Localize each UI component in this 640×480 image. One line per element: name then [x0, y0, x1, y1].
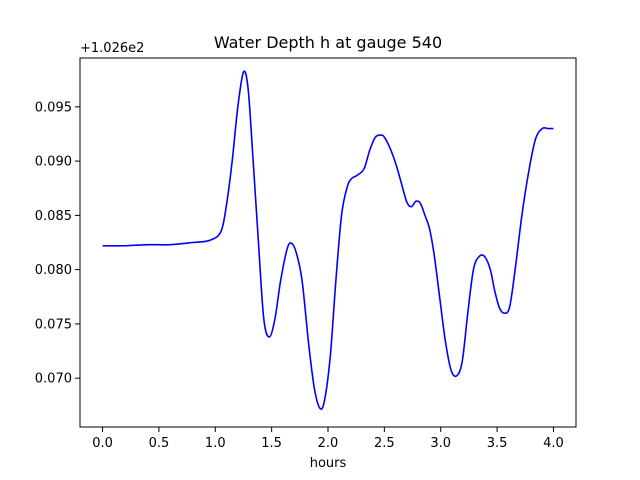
x-axis-label: hours — [310, 456, 347, 471]
x-tick-label: 0.0 — [92, 436, 113, 451]
x-axis: 0.0 0.5 1.0 1.5 2.0 2.5 3.0 3.5 4.0 — [92, 427, 564, 451]
y-tick-label: 0.090 — [35, 155, 72, 170]
x-tick-label: 2.5 — [374, 436, 395, 451]
chart-title: Water Depth h at gauge 540 — [214, 33, 442, 52]
y-tick-label: 0.075 — [35, 317, 72, 332]
x-tick-label: 3.5 — [487, 436, 508, 451]
x-tick-label: 2.0 — [318, 436, 339, 451]
series-layer — [102, 70, 554, 410]
x-tick-label: 1.0 — [205, 436, 226, 451]
y-tick-label: 0.095 — [35, 100, 72, 115]
y-offset-label: +1.026e2 — [80, 41, 144, 56]
series-line — [102, 70, 554, 410]
x-tick-label: 1.5 — [261, 436, 282, 451]
y-tick-label: 0.070 — [35, 372, 72, 387]
y-tick-label: 0.085 — [35, 209, 72, 224]
y-tick-label: 0.080 — [35, 263, 72, 278]
y-axis: 0.070 0.075 0.080 0.085 0.090 0.095 — [35, 100, 80, 387]
x-tick-label: 4.0 — [543, 436, 564, 451]
x-tick-label: 3.0 — [430, 436, 451, 451]
x-tick-label: 0.5 — [149, 436, 170, 451]
